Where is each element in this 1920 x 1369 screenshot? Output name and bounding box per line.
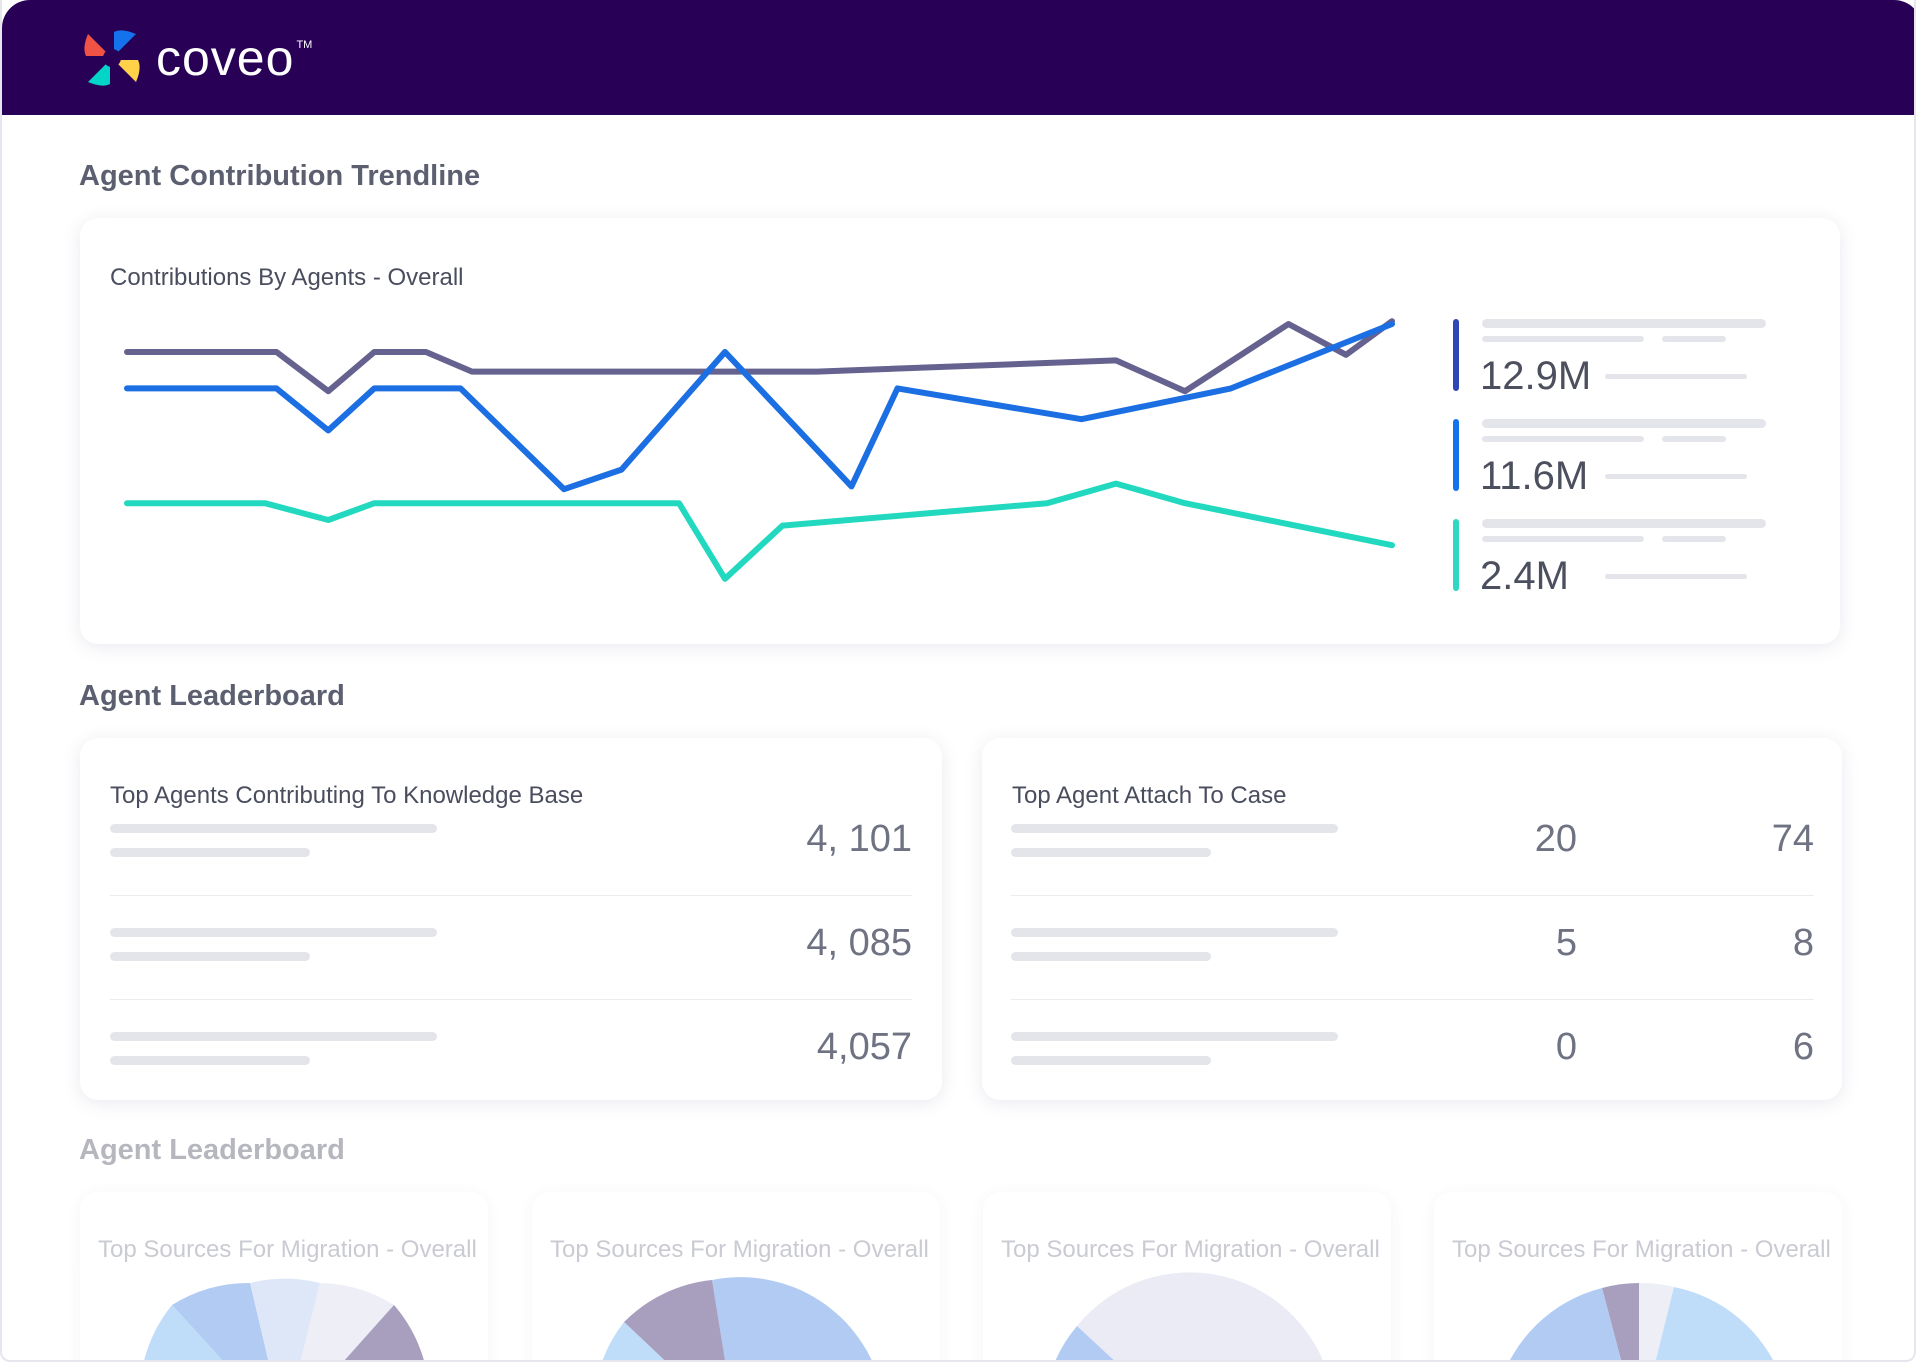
agent-name-placeholder bbox=[110, 1032, 437, 1041]
agent-detail-placeholder bbox=[110, 848, 310, 857]
attach-row-value-b: 8 bbox=[1792, 922, 1814, 964]
pie-section-title: Agent Leaderboard bbox=[79, 1134, 345, 1166]
legend-placeholder-line bbox=[1605, 374, 1747, 379]
legend-value-3: 2.4M bbox=[1480, 554, 1569, 598]
agent-detail-placeholder bbox=[1011, 1056, 1211, 1065]
row-divider bbox=[110, 895, 912, 896]
agent-name-placeholder bbox=[110, 824, 437, 833]
pie-card-title: Top Sources For Migration - Overall bbox=[1001, 1236, 1380, 1263]
series-line-1 bbox=[124, 318, 1395, 395]
legend-placeholder-line bbox=[1605, 574, 1747, 579]
pie-chart-4 bbox=[1510, 1282, 1773, 1360]
brand-name: coveo bbox=[156, 30, 295, 86]
trendline-card: Contributions By Agents - Overall bbox=[80, 218, 1840, 644]
legend-placeholder-line bbox=[1662, 336, 1726, 342]
attach-row-value-a: 20 bbox=[1534, 818, 1577, 860]
brand-logo[interactable]: coveo TM bbox=[78, 22, 312, 94]
kb-row-value: 4, 101 bbox=[806, 818, 912, 860]
row-divider bbox=[1011, 895, 1814, 896]
legend-placeholder-line bbox=[1662, 536, 1726, 542]
legend-placeholder-line bbox=[1662, 436, 1726, 442]
top-agent-attach-title: Top Agent Attach To Case bbox=[1012, 782, 1287, 809]
leaderboard-section-title: Agent Leaderboard bbox=[79, 680, 345, 712]
pie-card-title: Top Sources For Migration - Overall bbox=[550, 1236, 929, 1263]
pie-card-title: Top Sources For Migration - Overall bbox=[1452, 1236, 1831, 1263]
top-navigation-bar: coveo TM bbox=[2, 0, 1914, 115]
kb-row-value: 4,057 bbox=[816, 1026, 912, 1068]
legend-placeholder-line bbox=[1482, 419, 1766, 428]
agent-name-placeholder bbox=[1011, 824, 1338, 833]
agent-name-placeholder bbox=[1011, 928, 1338, 937]
pie-chart-1 bbox=[144, 1278, 424, 1360]
attach-row-value-b: 74 bbox=[1771, 818, 1814, 860]
agent-name-placeholder bbox=[1011, 1032, 1338, 1041]
agent-detail-placeholder bbox=[110, 952, 310, 961]
agent-detail-placeholder bbox=[110, 1056, 310, 1065]
legend-placeholder-line bbox=[1482, 519, 1766, 528]
legend-placeholder-line bbox=[1482, 336, 1644, 342]
series-line-2 bbox=[124, 321, 1395, 493]
agent-detail-placeholder bbox=[1011, 848, 1211, 857]
pie-chart-2 bbox=[602, 1277, 872, 1360]
coveo-logo-icon bbox=[84, 30, 140, 86]
kb-row-value: 4, 085 bbox=[806, 922, 912, 964]
legend-placeholder-line bbox=[1482, 319, 1766, 328]
row-divider bbox=[110, 999, 912, 1000]
series-line-3 bbox=[124, 480, 1395, 582]
legend-color-bar-1 bbox=[1453, 319, 1459, 391]
agent-name-placeholder bbox=[110, 928, 437, 937]
legend-color-bar-2 bbox=[1453, 419, 1459, 491]
pie-card-title: Top Sources For Migration - Overall bbox=[98, 1236, 477, 1263]
legend-placeholder-line bbox=[1605, 474, 1747, 479]
legend-placeholder-line bbox=[1482, 436, 1644, 442]
pie-chart-3 bbox=[1055, 1272, 1323, 1360]
legend-value-2: 11.6M bbox=[1480, 454, 1589, 498]
trademark-mark: TM bbox=[296, 39, 313, 51]
legend-value-1: 12.9M bbox=[1480, 354, 1592, 398]
trendline-card-title: Contributions By Agents - Overall bbox=[110, 264, 464, 291]
attach-row-value-a: 5 bbox=[1555, 922, 1577, 964]
trendline-section-title: Agent Contribution Trendline bbox=[79, 160, 481, 192]
attach-row-value-a: 0 bbox=[1555, 1026, 1577, 1068]
pie-card-4: Top Sources For Migration - Overall bbox=[1434, 1192, 1842, 1360]
legend-placeholder-line bbox=[1482, 536, 1644, 542]
top-agents-kb-title: Top Agents Contributing To Knowledge Bas… bbox=[110, 782, 584, 809]
agent-detail-placeholder bbox=[1011, 952, 1211, 961]
row-divider bbox=[1011, 999, 1814, 1000]
legend-color-bar-3 bbox=[1453, 519, 1459, 591]
attach-row-value-b: 6 bbox=[1792, 1026, 1814, 1068]
